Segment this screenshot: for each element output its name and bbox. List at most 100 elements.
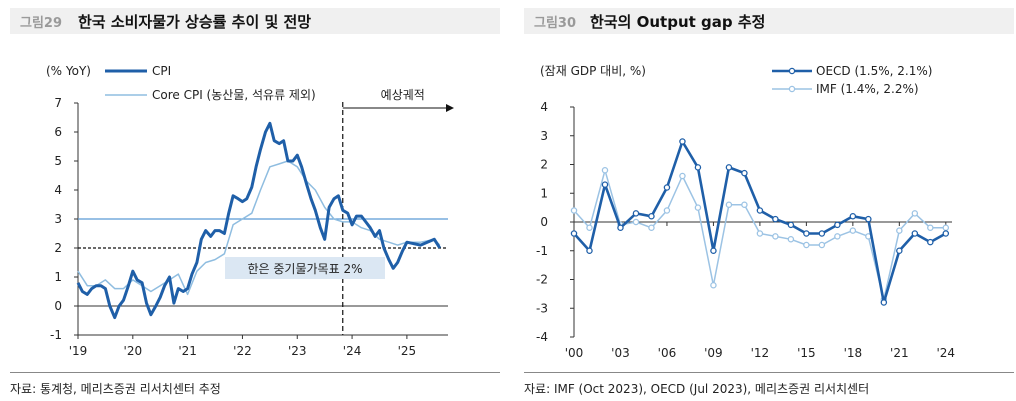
legend-marker-oecd	[788, 67, 796, 75]
oecd-point	[865, 215, 872, 223]
imf-point	[586, 224, 593, 231]
oecd-point	[632, 210, 640, 217]
x-tick-label: '12	[751, 346, 770, 360]
oecd-point	[601, 181, 609, 188]
imf-point	[570, 207, 578, 214]
imf-point	[772, 233, 779, 240]
figure-title: 한국 소비자물가 상승률 추이 및 전망	[78, 13, 312, 31]
cpi-chart-panel: 그림29 한국 소비자물가 상승률 추이 및 전망 7 6 5 4 3 2 1 0 -1 '19 '…	[0, 0, 500, 401]
imf-point	[725, 201, 733, 208]
y-tick-label: -4	[536, 330, 548, 344]
oecd-point	[648, 212, 655, 220]
imf-point	[741, 201, 748, 208]
y-tick-label: 0	[54, 299, 62, 313]
oecd-point	[896, 247, 903, 254]
y-tick-label: -2	[536, 273, 548, 287]
oecd-point	[772, 215, 779, 223]
forecast-arrow-head	[446, 104, 454, 112]
oecd-point	[586, 247, 593, 254]
x-tick-label: '21	[890, 346, 909, 360]
y-tick-label: 6	[54, 125, 62, 139]
target-label: 한은 중기물가목표 2%	[248, 262, 363, 276]
imf-point	[787, 235, 795, 243]
legend-label-oecd: OECD (1.5%, 2.1%)	[816, 64, 932, 78]
oecd-point	[787, 221, 795, 229]
imf-point	[648, 224, 655, 231]
y-unit-label: (% YoY)	[46, 64, 91, 78]
oecd-point	[849, 212, 857, 220]
x-tick-label: '18	[844, 346, 863, 360]
y-unit-label: (잠재 GDP 대비, %)	[540, 64, 646, 78]
x-tick-label: '15	[797, 346, 816, 360]
legend-label-core: Core CPI (농산물, 석유류 제외)	[152, 88, 316, 102]
imf-point	[663, 207, 671, 214]
imf-point	[911, 210, 919, 217]
y-tick-label: 1	[540, 186, 548, 200]
output-gap-chart-panel: 그림30 한국의 Output gap 추정 4 3 2 1 0 -1 -2 -3 -4 '00 '…	[514, 0, 1014, 401]
imf-point	[694, 204, 702, 211]
x-tick-label: '03	[611, 346, 630, 360]
imf-point	[818, 241, 826, 249]
oecd-point	[927, 238, 934, 246]
source-note: 자료: IMF (Oct 2023), OECD (Jul 2023), 메리츠…	[524, 382, 870, 396]
oecd-point	[911, 230, 919, 237]
imf-point	[803, 241, 810, 249]
y-tick-label: 4	[54, 183, 62, 197]
imf-point	[834, 233, 841, 240]
imf-point	[849, 227, 857, 234]
oecd-point	[880, 299, 888, 306]
x-tick-label: '09	[704, 346, 723, 360]
figure-title-bar: 그림30 한국의 Output gap 추정	[524, 8, 1014, 34]
oecd-point	[741, 169, 748, 177]
y-tick-label: -1	[50, 328, 62, 342]
oecd-point	[942, 230, 950, 237]
oecd-point	[617, 224, 624, 231]
oecd-point	[756, 207, 764, 214]
x-tick-label: '00	[565, 346, 584, 360]
source-note: 자료: 통계청, 메리츠증권 리서치센터 추정	[10, 382, 221, 396]
imf-point	[601, 166, 609, 174]
output-gap-line-chart: 4 3 2 1 0 -1 -2 -3 -4 '00 '03 '06 '09 '12 '15 '18 '21 '24…	[536, 64, 956, 360]
bottom-rule	[10, 372, 500, 373]
y-tick-label: 3	[540, 129, 548, 143]
oecd-point	[710, 247, 717, 254]
oecd-point	[570, 230, 578, 237]
x-tick-label: '06	[658, 346, 677, 360]
x-tick-label: '24	[343, 344, 362, 358]
oecd-point	[679, 138, 686, 145]
y-tick-label: -1	[536, 244, 548, 258]
y-tick-label: 2	[540, 158, 548, 172]
x-tick-label: '22	[233, 344, 252, 358]
y-tick-label: 0	[540, 215, 548, 229]
y-tick-label: 4	[540, 100, 548, 114]
bottom-rule	[524, 372, 1014, 373]
x-tick-label: '23	[288, 344, 307, 358]
y-tick-label: 2	[54, 241, 62, 255]
cpi-line	[76, 121, 442, 320]
x-tick-label: '21	[178, 344, 197, 358]
y-tick-label: -3	[536, 301, 548, 315]
figure-number: 그림30	[534, 16, 577, 31]
y-tick-label: 5	[54, 154, 62, 168]
figure-title: 한국의 Output gap 추정	[590, 13, 766, 31]
target-label-box	[225, 257, 385, 279]
y-tick-label: 3	[54, 212, 62, 226]
x-tick-label: '24	[937, 346, 956, 360]
imf-point	[896, 227, 903, 234]
oecd-point	[834, 221, 841, 229]
oecd-point	[725, 164, 733, 171]
oecd-point	[694, 164, 702, 171]
imf-point	[756, 230, 764, 237]
forecast-label: 예상궤적	[381, 88, 425, 102]
y-tick-label: 1	[54, 270, 62, 284]
imf-point	[632, 218, 640, 226]
imf-point	[942, 224, 950, 231]
imf-point	[710, 281, 717, 289]
x-tick-label: '20	[124, 344, 143, 358]
figure-number: 그림29	[20, 16, 63, 31]
legend-label-imf: IMF (1.4%, 2.2%)	[816, 82, 919, 96]
imf-point	[679, 172, 686, 180]
y-tick-label: 7	[54, 96, 62, 110]
imf-point	[927, 224, 934, 231]
